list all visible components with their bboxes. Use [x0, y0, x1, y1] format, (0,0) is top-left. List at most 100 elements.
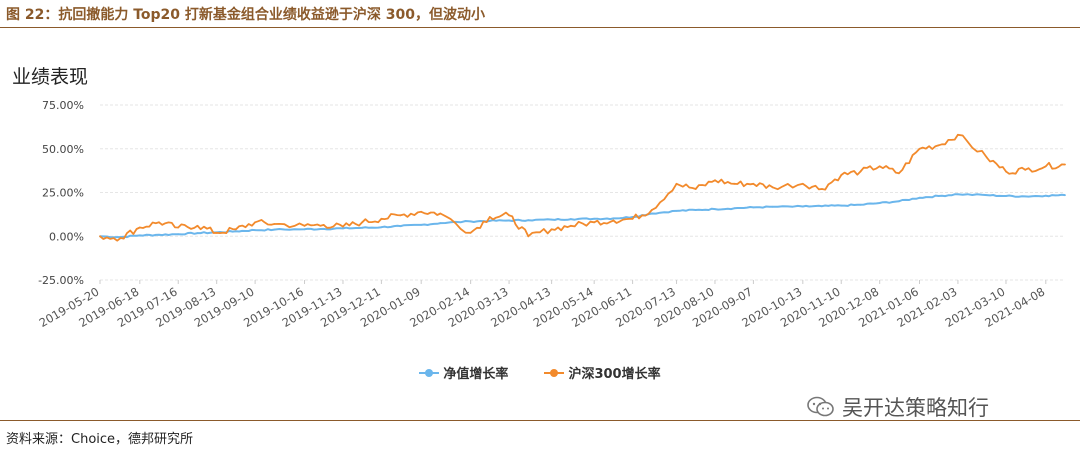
data-point [694, 209, 697, 211]
data-point [612, 219, 615, 222]
data-point [714, 208, 716, 211]
data-point [1064, 163, 1066, 166]
data-point [99, 235, 101, 238]
data-point [550, 218, 553, 221]
data-point [361, 226, 364, 229]
data-point [215, 231, 218, 234]
data-point [801, 205, 804, 208]
data-point [937, 144, 940, 147]
source-note: 资料来源：Choice，德邦研究所 [6, 432, 194, 447]
data-point [985, 194, 988, 197]
legend-item-nav[interactable]: 净值增长率 [419, 363, 508, 382]
chart-legend: 净值增长率 沪深300增长率 [0, 363, 1080, 382]
data-point [821, 205, 823, 208]
data-point [650, 209, 653, 211]
data-point [399, 214, 402, 217]
data-point [840, 204, 843, 207]
data-point [937, 195, 940, 197]
data-point [752, 206, 755, 209]
data-point [550, 228, 553, 231]
legend-item-csi300[interactable]: 沪深300增长率 [544, 363, 661, 382]
data-point [957, 133, 959, 136]
data-point [859, 203, 862, 206]
data-point [771, 186, 774, 189]
data-point [612, 217, 615, 220]
series-line-1 [99, 133, 1066, 242]
data-point [733, 182, 736, 185]
data-point [273, 223, 276, 225]
data-point [918, 196, 921, 199]
data-point [694, 188, 697, 190]
data-point [380, 226, 383, 229]
data-point [840, 174, 843, 176]
data-point [859, 170, 862, 173]
data-point [593, 217, 596, 220]
watermark: 吴开达策略知行 [806, 392, 989, 422]
wechat-icon [807, 396, 834, 417]
data-point [254, 229, 256, 232]
data-point [1005, 195, 1007, 197]
data-point [469, 220, 472, 223]
data-point [361, 221, 364, 224]
data-point [380, 217, 383, 220]
data-point [650, 212, 653, 215]
data-point [918, 147, 921, 150]
data-point [420, 210, 423, 213]
data-point [957, 193, 959, 196]
data-point [714, 179, 716, 182]
data-point [527, 219, 530, 222]
y-tick-label: 75.00% [42, 99, 84, 112]
data-point [119, 237, 122, 239]
data-point [273, 228, 276, 231]
y-tick-label: 25.00% [42, 187, 84, 200]
data-point [158, 233, 160, 236]
data-point [303, 228, 306, 231]
data-point [569, 224, 572, 227]
data-point [1044, 165, 1047, 168]
y-tick-label: 50.00% [42, 143, 84, 156]
data-point [488, 216, 491, 218]
data-point [801, 182, 804, 185]
y-tick-label: 0.00% [49, 230, 84, 243]
data-point [303, 224, 306, 227]
data-point [342, 225, 344, 228]
legend-swatch-icon [544, 368, 565, 378]
caption-divider [0, 27, 1080, 28]
data-point [254, 221, 256, 224]
data-point [342, 227, 344, 230]
footer-divider [0, 420, 1080, 421]
data-point [631, 217, 634, 220]
data-point [985, 156, 988, 159]
data-point [898, 172, 900, 175]
data-point [439, 222, 442, 225]
data-point [508, 219, 510, 222]
data-point [878, 165, 881, 168]
data-point [1044, 194, 1047, 197]
legend-label: 净值增长率 [443, 367, 509, 382]
data-point [138, 226, 141, 229]
line-chart: -25.00%0.00%25.00%50.00%75.00%2019-05-20… [37, 99, 1066, 330]
legend-label: 沪深300增长率 [568, 367, 661, 382]
data-point [177, 233, 180, 236]
data-point [138, 234, 141, 237]
data-point [439, 212, 442, 215]
data-point [898, 200, 900, 203]
watermark-text: 吴开达策略知行 [842, 396, 989, 420]
chart-title: 业绩表现 [12, 66, 89, 88]
data-point [399, 225, 402, 228]
data-point [1005, 170, 1007, 173]
data-point [488, 220, 491, 222]
data-point [771, 205, 774, 208]
data-point [878, 202, 881, 204]
data-point [235, 228, 237, 231]
data-point [675, 182, 678, 185]
data-point [821, 188, 823, 190]
data-point [675, 210, 678, 212]
data-point [569, 218, 572, 221]
figure-caption: 图 22：抗回撤能力 Top20 打新基金组合业绩收益逊于沪深 300，但波动小 [6, 7, 486, 23]
data-point [469, 231, 472, 234]
data-point [1024, 168, 1027, 171]
data-point [196, 232, 199, 235]
data-point [322, 224, 325, 226]
data-point [196, 224, 199, 227]
